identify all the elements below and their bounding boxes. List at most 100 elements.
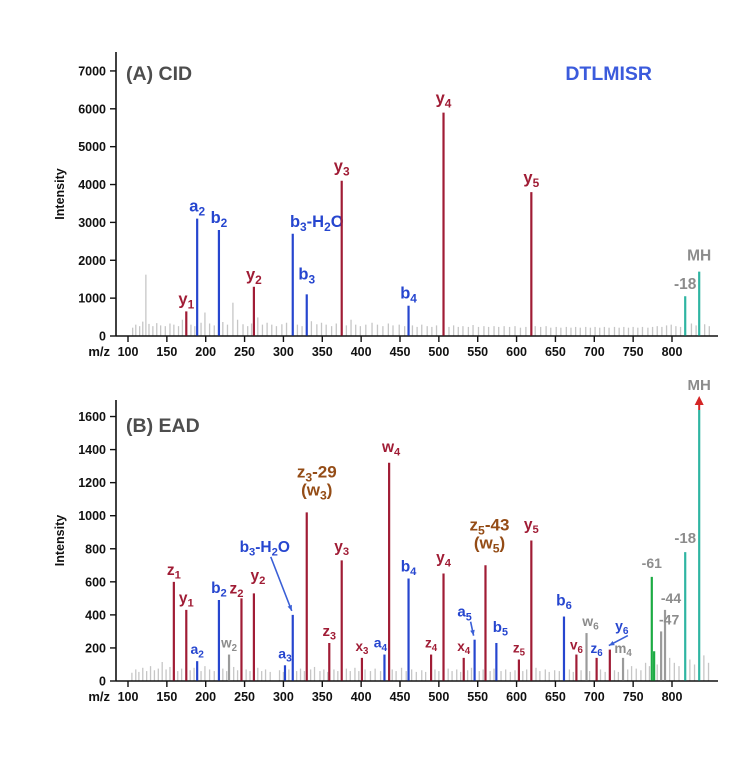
x-tick-label: 750 xyxy=(623,345,644,359)
x-tick-label: 350 xyxy=(312,345,333,359)
peak-label: a4 xyxy=(374,635,388,654)
y-tick-label: 200 xyxy=(85,641,106,655)
peak-label: b3-H2O xyxy=(290,213,344,234)
peak-label: z3-29 (w3) xyxy=(297,462,337,502)
x-tick-label: 200 xyxy=(195,690,216,704)
label-arrowhead xyxy=(287,604,292,611)
label-arrowhead xyxy=(608,641,615,646)
peak-label: z3 xyxy=(323,623,337,643)
peak-label: y2 xyxy=(246,266,262,287)
y-tick-label: 0 xyxy=(99,330,106,344)
x-tick-label: 700 xyxy=(584,345,605,359)
x-tick-label: 250 xyxy=(234,690,255,704)
peak-label: x3 xyxy=(355,639,369,657)
x-tick-label: 150 xyxy=(156,345,177,359)
x-tick-label: 450 xyxy=(390,690,411,704)
peak-label: b3-H2O xyxy=(240,539,290,559)
x-tick-label: 600 xyxy=(506,345,527,359)
panel-title: (A) CID xyxy=(126,63,192,85)
peak-label: a2 xyxy=(189,198,205,219)
peak-label: y5 xyxy=(523,169,539,190)
peak-label: x4 xyxy=(457,639,471,657)
peak-label: b6 xyxy=(556,593,572,613)
y-tick-label: 0 xyxy=(99,675,106,689)
peak-label: y3 xyxy=(334,158,350,179)
y-axis-title: Intensity xyxy=(53,515,67,566)
peak-label: z5 xyxy=(513,641,526,659)
peak-label: z5-43 (w5) xyxy=(470,515,510,555)
x-tick-label: 700 xyxy=(584,690,605,704)
y-tick-label: 4000 xyxy=(78,178,106,192)
peak-label: MH xyxy=(687,248,711,265)
label-arrowhead xyxy=(470,629,475,636)
peak-label: a3 xyxy=(278,645,292,664)
peak-label: y2 xyxy=(250,567,265,587)
x-axis-title: m/z xyxy=(88,689,110,704)
peak-label: w2 xyxy=(220,636,237,654)
peak-label: y6 xyxy=(615,618,629,637)
peak-label: -44 xyxy=(661,590,681,606)
x-tick-label: 300 xyxy=(273,345,294,359)
x-tick-label: 350 xyxy=(312,690,333,704)
peak-label: MH xyxy=(688,377,711,394)
x-tick-label: 800 xyxy=(662,345,683,359)
x-tick-label: 300 xyxy=(273,690,294,704)
x-tick-label: 400 xyxy=(351,690,372,704)
y-tick-label: 400 xyxy=(85,608,106,622)
y-axis-title: Intensity xyxy=(53,168,67,219)
y-tick-label: 7000 xyxy=(78,64,106,78)
y-tick-label: 1200 xyxy=(78,476,106,490)
peak-label: y3 xyxy=(334,538,349,558)
y-tick-label: 1000 xyxy=(78,509,106,523)
y-tick-label: 800 xyxy=(85,542,106,556)
x-tick-label: 400 xyxy=(351,345,372,359)
y-tick-label: 1400 xyxy=(78,443,106,457)
peak-label: z4 xyxy=(425,636,438,654)
peak-label: b5 xyxy=(493,619,508,639)
y-tick-label: 2000 xyxy=(78,254,106,268)
peak-label: -18 xyxy=(674,530,696,547)
x-tick-label: 550 xyxy=(467,345,488,359)
y-tick-label: 6000 xyxy=(78,102,106,116)
peak-label: y1 xyxy=(178,290,194,311)
x-tick-label: 150 xyxy=(156,690,177,704)
peak-label: y1 xyxy=(179,590,194,610)
x-axis-title: m/z xyxy=(88,344,110,359)
y-tick-label: 3000 xyxy=(78,216,106,230)
peak-label: y4 xyxy=(436,550,452,570)
peak-label: a2 xyxy=(190,641,204,660)
y-tick-label: 1600 xyxy=(78,410,106,424)
offscale-arrowhead xyxy=(694,396,704,405)
x-tick-label: 500 xyxy=(428,345,449,359)
peak-label: y4 xyxy=(436,90,452,111)
peak-label: -47 xyxy=(659,611,679,627)
peak-label: w4 xyxy=(381,439,401,459)
x-tick-label: 650 xyxy=(545,690,566,704)
x-tick-label: 450 xyxy=(390,345,411,359)
y-tick-label: 5000 xyxy=(78,140,106,154)
x-tick-label: 650 xyxy=(545,345,566,359)
x-tick-label: 500 xyxy=(428,690,449,704)
x-tick-label: 200 xyxy=(195,345,216,359)
peak-label: a5 xyxy=(457,604,471,624)
peak-label: b2 xyxy=(211,209,228,230)
peak-label: v6 xyxy=(570,638,584,656)
label-arrow xyxy=(270,556,293,612)
peak-label: z2 xyxy=(229,580,243,600)
peak-label: z6 xyxy=(591,641,604,659)
peak-label: b4 xyxy=(400,285,417,306)
x-tick-label: 800 xyxy=(662,690,683,704)
peak-label: -18 xyxy=(674,276,697,293)
x-tick-label: 750 xyxy=(623,690,644,704)
x-tick-label: 550 xyxy=(467,690,488,704)
x-tick-label: 100 xyxy=(118,690,139,704)
panel-title: (B) EAD xyxy=(126,415,200,437)
peak-label: m4 xyxy=(614,641,632,659)
peak-label: b2 xyxy=(211,580,227,600)
peak-label: z1 xyxy=(167,562,181,582)
x-tick-label: 100 xyxy=(118,345,139,359)
y-tick-label: 1000 xyxy=(78,292,106,306)
peak-label: -61 xyxy=(642,555,662,571)
